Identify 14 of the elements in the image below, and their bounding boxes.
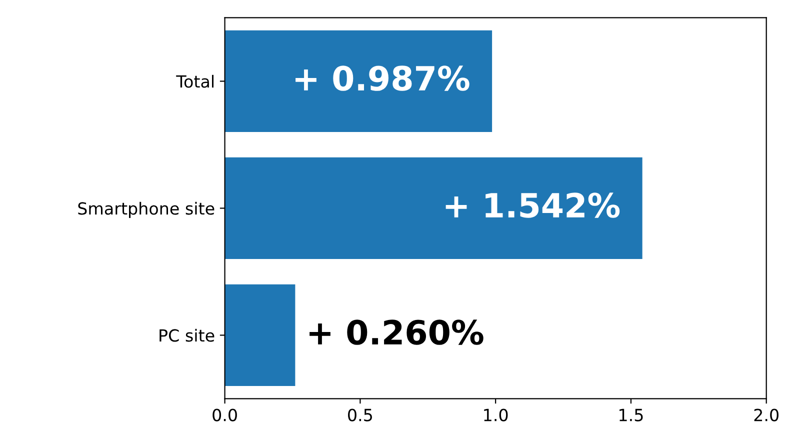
x-tick-label: 2.0 — [754, 408, 778, 422]
x-tick-label: 1.0 — [484, 408, 508, 422]
x-tick-label: 0.0 — [212, 408, 237, 422]
data-label: + 0.260% — [310, 320, 484, 345]
data-label: + 0.987% — [296, 66, 470, 91]
bar — [224, 30, 492, 132]
y-tick-label: PC site — [160, 328, 214, 342]
data-label: + 1.542% — [446, 192, 620, 218]
x-tick-label: 0.5 — [348, 408, 372, 422]
y-tick-label: Smartphone site — [78, 202, 214, 218]
bar — [224, 157, 642, 260]
y-tick-label: Total — [176, 74, 214, 88]
x-tick-label: 1.5 — [620, 408, 643, 422]
bar — [224, 284, 296, 386]
